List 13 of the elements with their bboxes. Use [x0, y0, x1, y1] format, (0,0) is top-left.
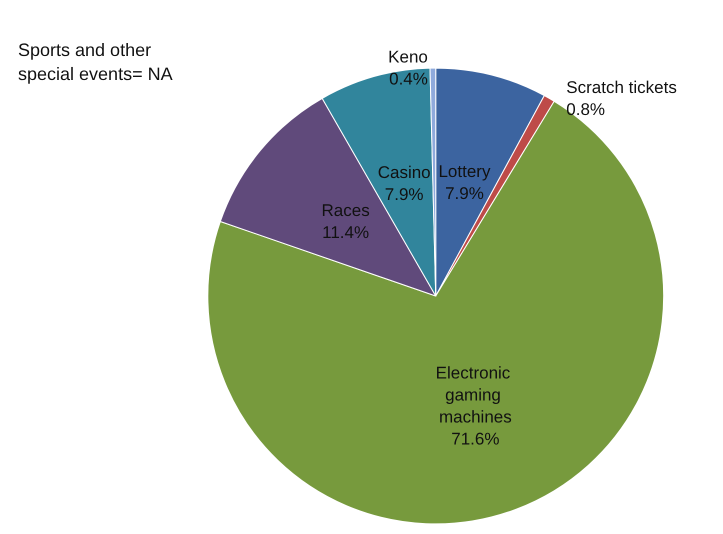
slice-label: Electronic gaming machines	[436, 364, 516, 427]
data-label: 7.9%	[384, 184, 424, 204]
data-label: 11.4%	[322, 222, 370, 242]
slice-label: Lottery	[438, 162, 491, 182]
slice-label: Casino	[378, 162, 431, 182]
slice-label: Scratch tickets	[566, 78, 677, 97]
data-label: 0.8%	[566, 100, 606, 119]
data-label: 0.4%	[389, 70, 428, 89]
slice-label: Races	[322, 200, 370, 220]
data-label: 7.9%	[445, 184, 484, 204]
data-label: 71.6%	[451, 430, 500, 449]
slice-label: Keno	[388, 48, 428, 67]
text: Sports and other special events= NA	[18, 40, 173, 84]
